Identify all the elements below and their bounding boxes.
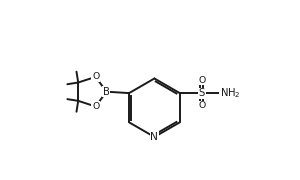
Text: NH$_2$: NH$_2$ [220,86,240,100]
Text: N: N [151,132,158,142]
Text: O: O [92,102,99,111]
Text: O: O [198,76,206,85]
Text: O: O [92,72,99,81]
Text: B: B [103,87,110,97]
Text: S: S [199,88,205,98]
Text: O: O [198,101,206,110]
